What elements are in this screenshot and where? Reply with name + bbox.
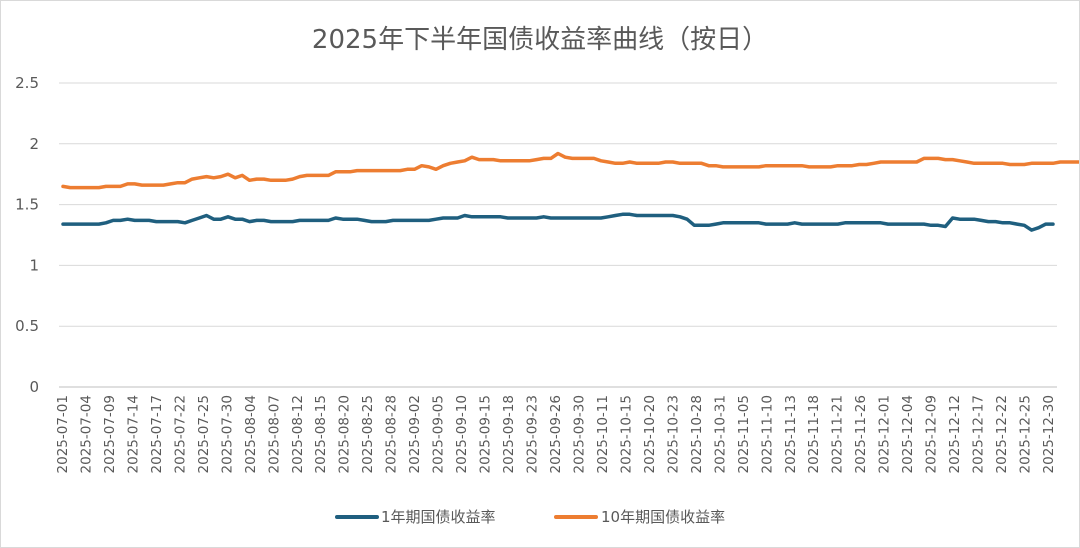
x-tick-label: 2025-12-17 (971, 395, 987, 473)
x-tick-label: 2025-12-04 (900, 395, 916, 473)
y-tick-label: 0 (29, 378, 39, 396)
x-tick-label: 2025-12-12 (947, 395, 963, 473)
series-line-1y (61, 212, 1055, 232)
x-tick-label: 2025-09-05 (431, 395, 447, 473)
x-tick-label: 2025-08-28 (384, 395, 400, 473)
x-tick-label: 2025-09-30 (571, 395, 587, 473)
x-tick-label: 2025-12-30 (1041, 395, 1057, 473)
x-tick-label: 2025-12-25 (1018, 395, 1034, 473)
x-tick-label: 2025-07-22 (172, 395, 188, 473)
chart-title: 2025年下半年国债收益率曲线（按日） (311, 25, 769, 55)
x-tick-label: 2025-08-25 (360, 395, 376, 473)
y-tick-label: 0.5 (15, 317, 39, 335)
x-tick-label: 2025-07-14 (125, 395, 141, 473)
x-tick-label: 2025-07-01 (55, 395, 71, 473)
x-tick-label: 2025-10-31 (712, 395, 728, 473)
x-tick-label: 2025-08-07 (266, 395, 282, 473)
x-tick-label: 2025-12-09 (924, 395, 940, 473)
legend: 1年期国债收益率 10年期国债收益率 (335, 508, 725, 526)
x-tick-label: 2025-09-10 (454, 395, 470, 473)
x-tick-label: 2025-10-15 (618, 395, 634, 473)
x-tick-label: 2025-12-22 (994, 395, 1010, 473)
x-tick-label: 2025-09-18 (501, 395, 517, 473)
x-tick-label: 2025-09-02 (407, 395, 423, 473)
x-tick-label: 2025-07-04 (78, 395, 94, 473)
grid-layer (59, 82, 1057, 327)
y-tick-label: 1 (29, 256, 39, 274)
x-tick-label: 2025-08-04 (243, 395, 259, 473)
x-tick-label: 2025-07-09 (102, 395, 118, 473)
x-tick-label: 2025-11-18 (806, 395, 822, 473)
axis-layer: 0 0.5 1 1.5 2 2.5 2025-07-01 2025-07-04 2025-07-… (15, 74, 1057, 473)
y-tick-label: 2.5 (15, 74, 39, 92)
x-tick-label: 2025-12-01 (877, 395, 893, 473)
x-tick-label: 2025-11-21 (830, 395, 846, 473)
y-tick-label: 2 (29, 135, 39, 153)
y-tick-label: 1.5 (15, 196, 39, 214)
x-tick-label: 2025-08-12 (290, 395, 306, 473)
x-tick-label: 2025-11-10 (759, 395, 775, 473)
x-tick-label: 2025-07-25 (196, 395, 212, 473)
x-tick-label: 2025-10-11 (595, 395, 611, 473)
x-tick-label: 2025-11-13 (783, 395, 799, 473)
x-tick-label: 2025-10-20 (642, 395, 658, 473)
x-tick-label: 2025-11-26 (853, 395, 869, 473)
x-tick-label: 2025-09-23 (525, 395, 541, 473)
x-tick-label: 2025-10-28 (689, 395, 705, 473)
legend-label: 1年期国债收益率 (381, 508, 496, 526)
x-tick-label: 2025-10-23 (665, 395, 681, 473)
x-tick-label: 2025-11-05 (736, 395, 752, 473)
x-tick-label: 2025-09-26 (548, 395, 564, 473)
x-tick-label: 2025-08-15 (313, 395, 329, 473)
x-tick-label: 2025-08-20 (337, 395, 353, 473)
legend-label: 10年期国债收益率 (601, 508, 725, 526)
series-layer (61, 151, 1079, 232)
x-tick-label: 2025-09-15 (478, 395, 494, 473)
series-line-10y (61, 151, 1079, 190)
x-tick-label: 2025-07-30 (219, 395, 235, 473)
x-tick-label: 2025-07-17 (149, 395, 165, 473)
